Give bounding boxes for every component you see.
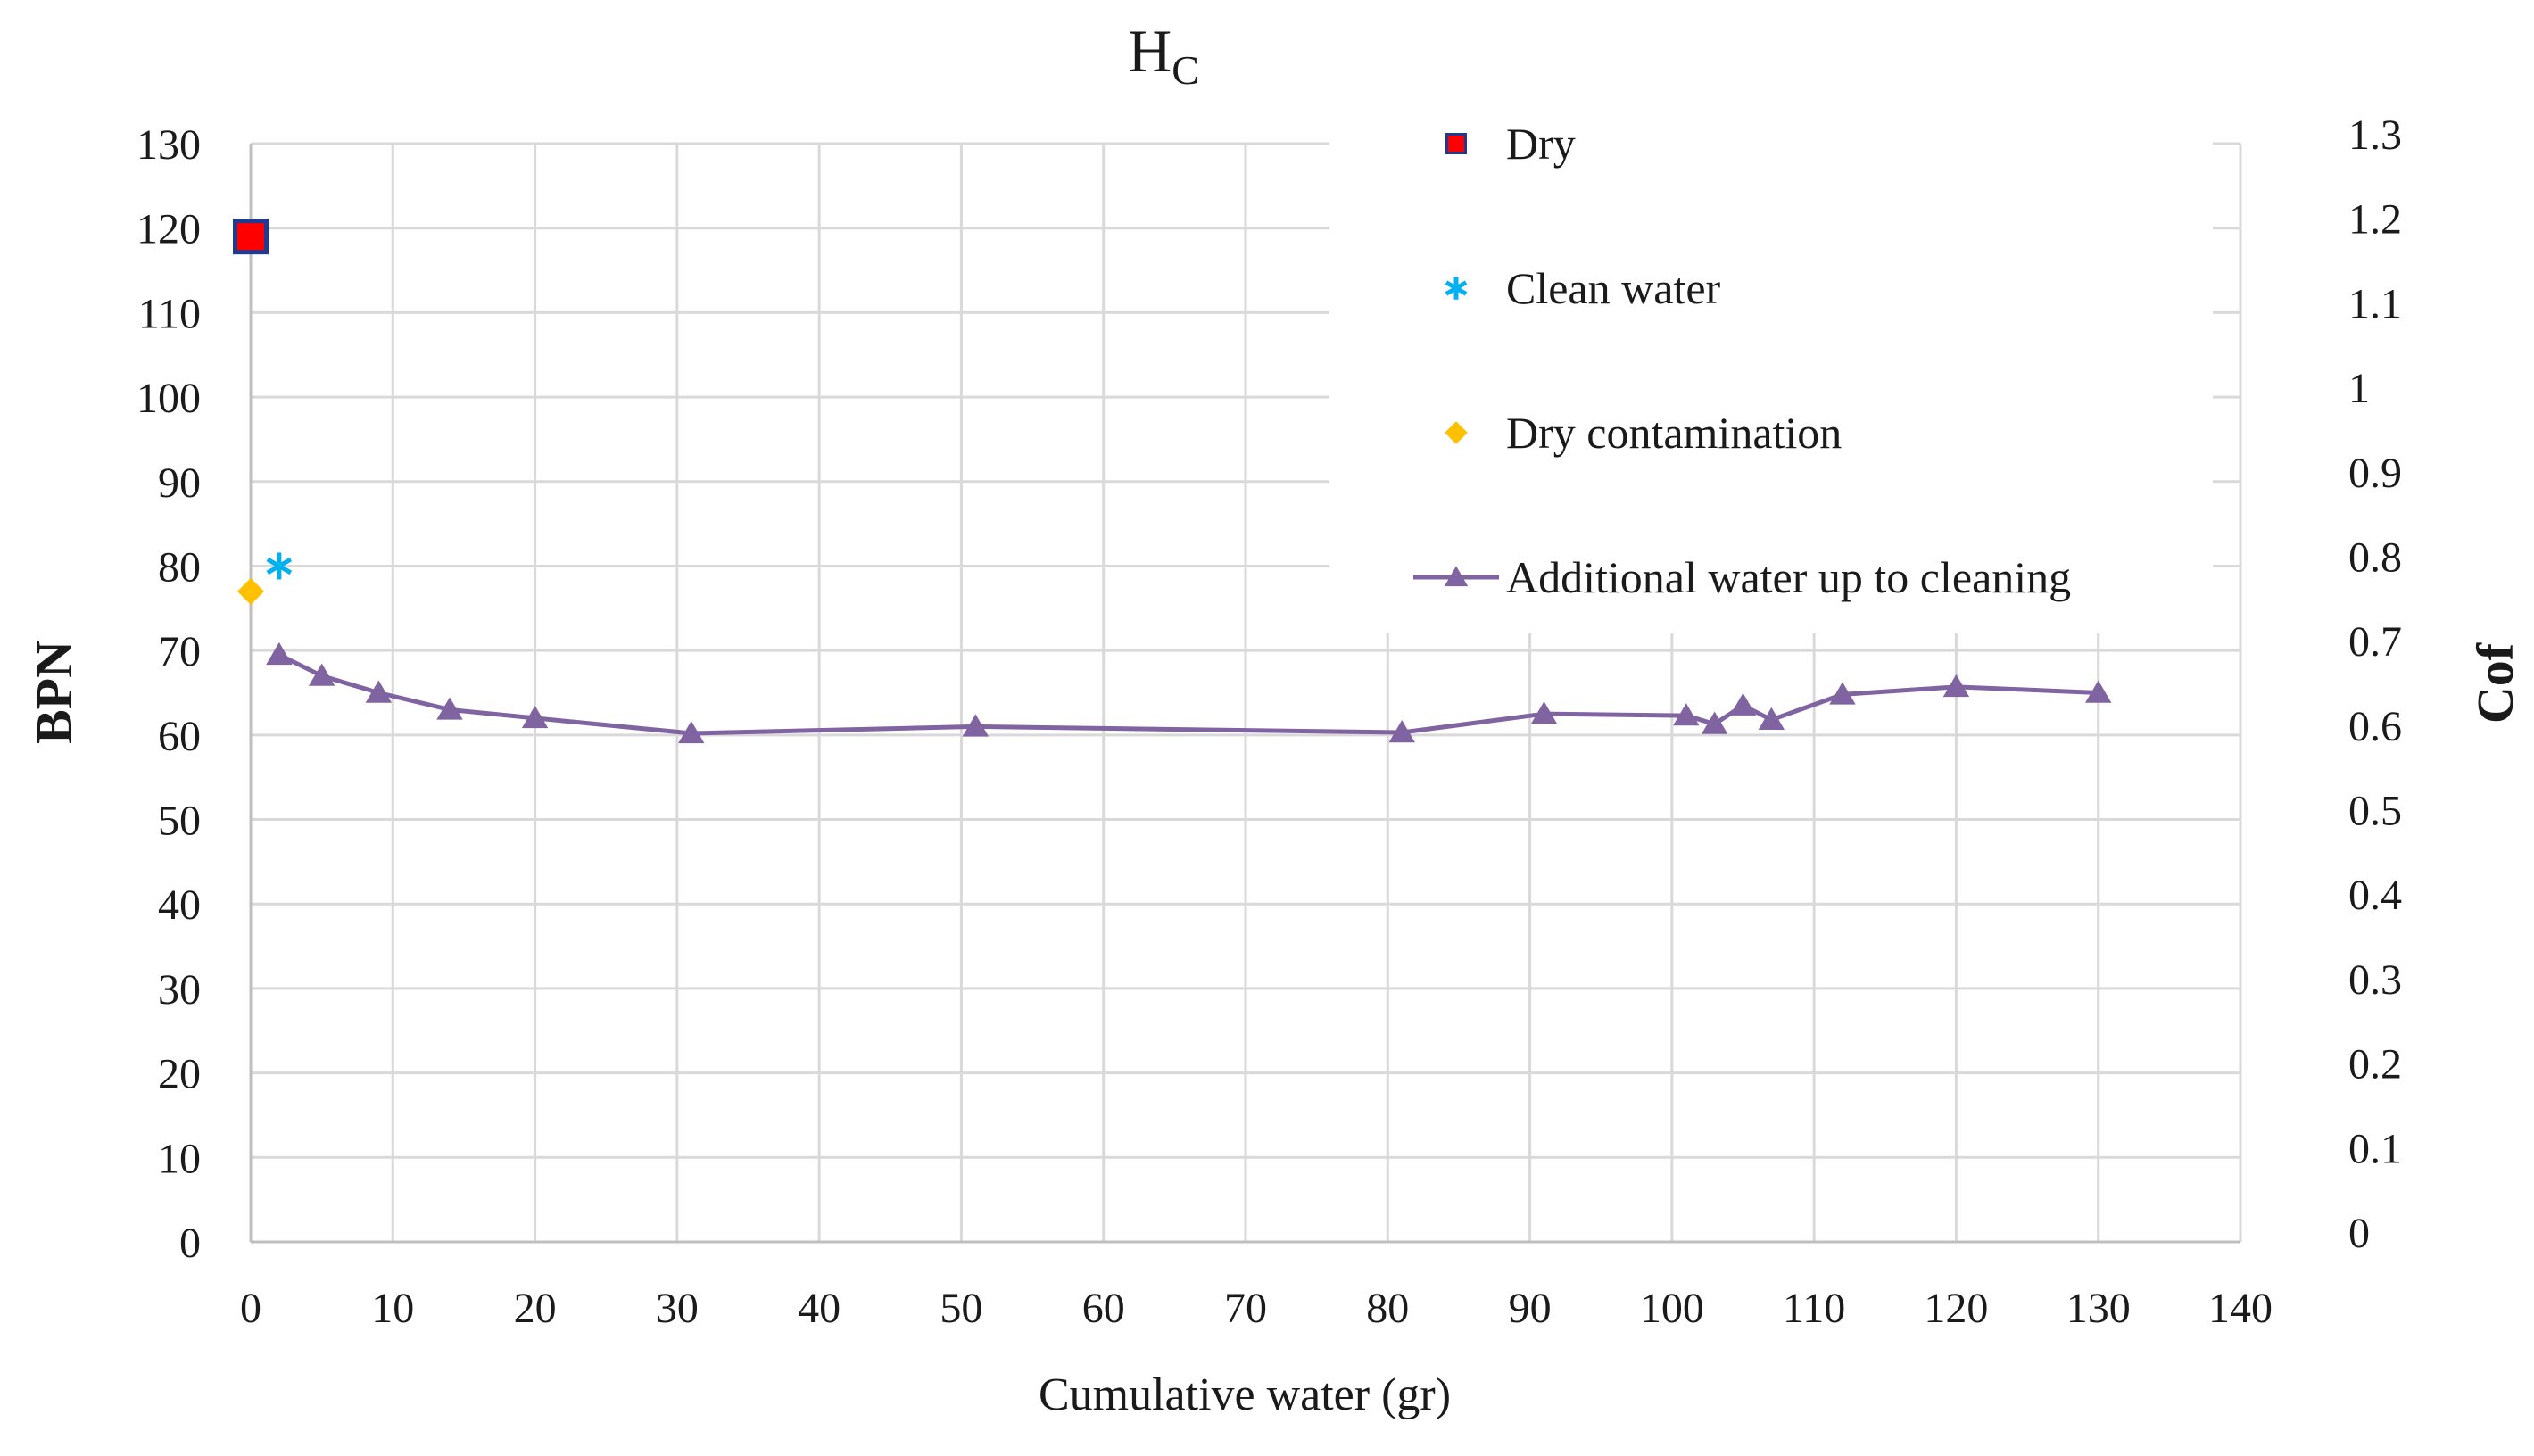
y2-axis-label: Cof [2466, 642, 2524, 724]
series [233, 219, 2112, 744]
legend-label-dry: Dry [1506, 119, 1576, 169]
y-tick-label: 30 [158, 966, 201, 1013]
x-tick-label: 20 [514, 1285, 557, 1332]
data-point-dry [233, 219, 269, 255]
y-tick-label: 0 [179, 1220, 201, 1267]
data-point-additional-water-up-to-cleaning [436, 697, 463, 720]
data-point-additional-water-up-to-cleaning [521, 705, 549, 729]
title-subscript: C [1172, 47, 1199, 93]
y2-tick-label: 1.2 [2348, 196, 2402, 244]
y2-tick-label: 0.5 [2348, 788, 2402, 835]
legend-marker-additional-water-up-to-cleaning [1444, 566, 1469, 587]
y-tick-label: 120 [137, 206, 201, 253]
x-tick-label: 30 [656, 1285, 699, 1332]
x-tick-label: 100 [1640, 1285, 1704, 1332]
legend-label-dry-contamination: Dry contamination [1506, 408, 1842, 458]
y-tick-label: 20 [158, 1051, 201, 1098]
y-tick-labels: 0 10 20 30 40 50 60 70 80 90 100 110 120 130 [137, 121, 201, 1267]
data-point-additional-water-up-to-cleaning [1530, 701, 1558, 724]
legend-marker-dry [1445, 133, 1467, 154]
legend-label-additional-water-up-to-cleaning: Additional water up to cleaning [1506, 552, 2071, 602]
y-tick-label: 130 [137, 121, 201, 169]
x-tick-label: 120 [1924, 1285, 1988, 1332]
data-point-additional-water-up-to-cleaning [2085, 680, 2112, 703]
legend: Dry Clean water Dry contamination Additiona… [1413, 119, 2071, 602]
y2-tick-label: 0.8 [2348, 534, 2402, 581]
x-tick-label: 110 [1783, 1285, 1845, 1332]
data-point-clean-water [266, 552, 293, 580]
x-tick-label: 60 [1082, 1285, 1125, 1332]
y-tick-label: 90 [158, 459, 201, 507]
data-point-additional-water-up-to-cleaning [1758, 707, 1785, 731]
y-tick-label: 40 [158, 881, 201, 929]
data-point-additional-water-up-to-cleaning [678, 720, 705, 744]
data-point-additional-water-up-to-cleaning [365, 680, 393, 703]
x-tick-label: 140 [2208, 1285, 2273, 1332]
y2-tick-label: 0.9 [2348, 450, 2402, 497]
data-point-additional-water-up-to-cleaning [308, 663, 335, 686]
title-main: H [1128, 17, 1172, 85]
x-tick-label: 70 [1224, 1285, 1267, 1332]
data-point-additional-water-up-to-cleaning [1829, 682, 1856, 705]
legend-marker-dry-contamination [1445, 421, 1468, 444]
x-tick-label: 40 [798, 1285, 841, 1332]
data-point-additional-water-up-to-cleaning [1673, 703, 1700, 726]
chart-title: HC [1128, 17, 1199, 93]
y2-tick-label: 0.2 [2348, 1041, 2402, 1088]
y2-tick-label: 0.3 [2348, 956, 2402, 1004]
data-point-additional-water-up-to-cleaning [1729, 692, 1757, 716]
legend-label-clean-water: Clean water [1506, 263, 1721, 313]
x-tick-label: 50 [940, 1285, 982, 1332]
axes [249, 144, 2240, 1244]
x-tick-label: 80 [1366, 1285, 1409, 1332]
y-axis-label: BPN [25, 641, 83, 744]
data-point-additional-water-up-to-cleaning [266, 641, 293, 666]
y2-tick-label: 0.7 [2348, 618, 2402, 666]
x-tick-label: 90 [1509, 1285, 1552, 1332]
data-point-additional-water-up-to-cleaning [1701, 711, 1728, 734]
x-tick-label: 130 [2066, 1285, 2131, 1332]
y2-tick-label: 0 [2348, 1210, 2370, 1257]
series-line-additional-water-up-to-cleaning [277, 652, 2099, 736]
y2-tick-labels: 0 0.1 0.2 0.3 0.4 0.5 0.6 0.7 0.8 0.9 1 1.1 1.2 1.3 [2348, 112, 2402, 1257]
x-tick-label: 0 [240, 1285, 261, 1332]
y2-tick-label: 0.1 [2348, 1125, 2402, 1172]
x-axis-label: Cumulative water (gr) [1039, 1369, 1451, 1420]
y-tick-label: 10 [158, 1135, 201, 1182]
data-point-additional-water-up-to-cleaning [1388, 720, 1415, 743]
x-tick-labels: 0 10 20 30 40 50 60 70 80 90 100 110 120 130 140 [240, 1285, 2273, 1332]
data-point-additional-water-up-to-cleaning [1942, 674, 1970, 698]
y2-tick-label: 0.4 [2348, 872, 2402, 919]
data-point-additional-water-up-to-cleaning [962, 714, 990, 737]
y-tick-label: 60 [158, 713, 201, 760]
y-tick-label: 80 [158, 543, 201, 591]
legend-marker-clean-water [1445, 277, 1468, 300]
y-tick-label: 100 [137, 375, 201, 422]
y2-tick-label: 1.3 [2348, 112, 2402, 159]
y-tick-label: 50 [158, 798, 201, 845]
y2-tick-label: 1.1 [2348, 280, 2402, 327]
legend-background [1329, 98, 2213, 633]
y2-tick-label: 1 [2348, 365, 2370, 412]
y-tick-label: 110 [138, 290, 201, 337]
y-tick-label: 70 [158, 628, 201, 675]
y2-tick-label: 0.6 [2348, 703, 2402, 750]
data-point-dry-contamination [237, 577, 264, 605]
x-tick-label: 10 [371, 1285, 414, 1332]
